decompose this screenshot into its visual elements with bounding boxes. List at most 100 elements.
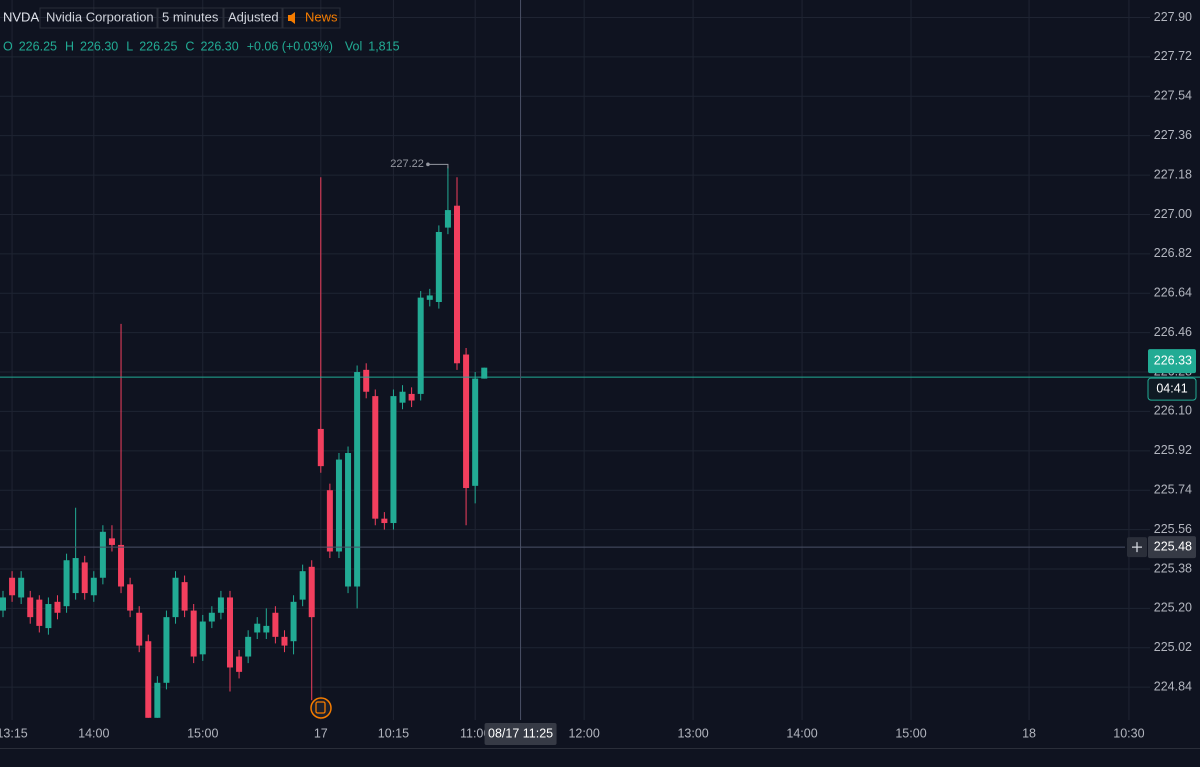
candle-body bbox=[0, 597, 6, 611]
candle-body bbox=[45, 604, 52, 629]
y-tick-label: 225.56 bbox=[1154, 522, 1192, 536]
interval-box[interactable] bbox=[156, 7, 225, 29]
interval: 5 minutes bbox=[162, 9, 219, 24]
adjust-box[interactable] bbox=[222, 7, 284, 29]
crosshair-y-tag bbox=[1148, 536, 1196, 559]
candle-body bbox=[154, 682, 161, 718]
candle-body bbox=[354, 372, 361, 587]
x-tick-label: 10:15 bbox=[378, 726, 409, 740]
legend-text: H bbox=[65, 39, 74, 53]
countdown-label: 04:41 bbox=[1156, 381, 1187, 395]
legend-text: Vol bbox=[345, 39, 362, 53]
y-tick-label: 225.92 bbox=[1154, 443, 1192, 457]
earnings-glyph bbox=[315, 701, 326, 714]
candle-body bbox=[63, 560, 70, 607]
candle-body bbox=[54, 601, 61, 613]
candle-body bbox=[317, 428, 324, 467]
candle-body bbox=[263, 625, 270, 633]
y-tick-label: 225.20 bbox=[1154, 601, 1192, 615]
candle-body bbox=[399, 391, 406, 403]
legend-text: 226.30 bbox=[80, 39, 118, 53]
candle-body bbox=[118, 544, 125, 587]
candle-body bbox=[345, 453, 352, 587]
candle-body bbox=[81, 562, 88, 594]
candle-body bbox=[18, 577, 25, 598]
legend-text: O bbox=[3, 39, 13, 53]
candle-body bbox=[381, 518, 388, 524]
y-tick-label: 224.84 bbox=[1154, 679, 1192, 693]
x-tick-label: 14:00 bbox=[786, 726, 817, 740]
overlay: 227.22 226.33 04:41 08/17 11:25 225.48 bbox=[0, 0, 1200, 745]
candle-body bbox=[127, 584, 134, 611]
x-tick-label: 18 bbox=[1022, 726, 1036, 740]
candle-body bbox=[163, 617, 170, 683]
candle-body bbox=[227, 597, 233, 668]
x-tick-label: 15:00 bbox=[187, 726, 218, 740]
high-marker-leader bbox=[427, 163, 449, 169]
candle-body bbox=[208, 612, 215, 622]
news-icon bbox=[288, 12, 295, 24]
y-tick-label: 227.72 bbox=[1154, 49, 1192, 63]
x-tick-label: 10:30 bbox=[1113, 726, 1144, 740]
candle-body bbox=[181, 582, 188, 611]
candles bbox=[0, 166, 488, 718]
candle-body bbox=[245, 636, 252, 657]
candle-body bbox=[290, 601, 297, 642]
y-tick-label: 226.82 bbox=[1154, 246, 1192, 260]
candle-body bbox=[281, 636, 288, 646]
legend-text: C bbox=[185, 39, 194, 53]
candle-body bbox=[136, 612, 143, 646]
crosshair-y-label: 225.48 bbox=[1154, 539, 1192, 553]
header: NVDA Nvidia Corporation 5 minutes Adjust… bbox=[3, 7, 341, 29]
earnings-icon[interactable] bbox=[310, 697, 332, 719]
candle-body bbox=[99, 531, 106, 578]
candle-body bbox=[435, 231, 442, 303]
candle-body bbox=[454, 205, 461, 364]
candle-body bbox=[463, 354, 470, 489]
candle-body bbox=[390, 396, 397, 524]
y-tick-label: 227.36 bbox=[1154, 128, 1192, 142]
candle-body bbox=[172, 577, 179, 618]
y-tick-label: 226.10 bbox=[1154, 404, 1192, 418]
legend-text: 1,815 bbox=[368, 39, 399, 53]
candle-body bbox=[272, 612, 279, 637]
earnings-circle bbox=[310, 697, 332, 719]
y-tick-label: 227.18 bbox=[1154, 167, 1192, 181]
candle-body bbox=[108, 538, 115, 545]
candle-body bbox=[363, 369, 370, 392]
y-tick-label: 225.38 bbox=[1154, 561, 1192, 575]
candle-body bbox=[27, 597, 34, 618]
high-marker-label: 227.22 bbox=[390, 158, 424, 170]
y-tick-label: 227.90 bbox=[1154, 10, 1192, 24]
candle-body bbox=[335, 459, 342, 552]
candle-body bbox=[217, 597, 224, 613]
candle-body bbox=[372, 396, 379, 519]
y-tick-label: 227.00 bbox=[1154, 207, 1192, 221]
ohlc-legend: O 226.25 H 226.30 L 226.25 C 226.30 +0.06 (+0.03… bbox=[3, 39, 400, 53]
x-tick-label: 14:00 bbox=[78, 726, 109, 740]
y-tick-label: 227.54 bbox=[1154, 89, 1192, 103]
legend-text: +0.06 (+0.03%) bbox=[247, 39, 333, 53]
symbol: NVDA bbox=[3, 9, 39, 24]
y-tick-label: 226.64 bbox=[1154, 286, 1192, 300]
price-tag bbox=[1148, 349, 1196, 374]
legend-text: L bbox=[126, 39, 133, 53]
price-tag-label: 226.33 bbox=[1154, 353, 1192, 367]
y-tick-label: 225.02 bbox=[1154, 640, 1192, 654]
news: News bbox=[305, 9, 338, 24]
candle-body bbox=[472, 378, 479, 486]
news-box[interactable] bbox=[281, 7, 341, 29]
x-tick-label: 11:00 bbox=[460, 726, 490, 740]
legend-text: 226.25 bbox=[139, 39, 177, 53]
candle-body bbox=[254, 623, 261, 633]
high-marker-dot bbox=[426, 162, 430, 167]
candle-body bbox=[72, 558, 79, 594]
candle-body bbox=[426, 295, 433, 300]
candle-body bbox=[9, 577, 16, 596]
candle-body bbox=[236, 656, 243, 672]
y-tick-label: 225.74 bbox=[1154, 483, 1192, 497]
name-box[interactable] bbox=[39, 7, 159, 29]
candle-body bbox=[481, 367, 488, 379]
add-alert-icon bbox=[1132, 542, 1142, 553]
